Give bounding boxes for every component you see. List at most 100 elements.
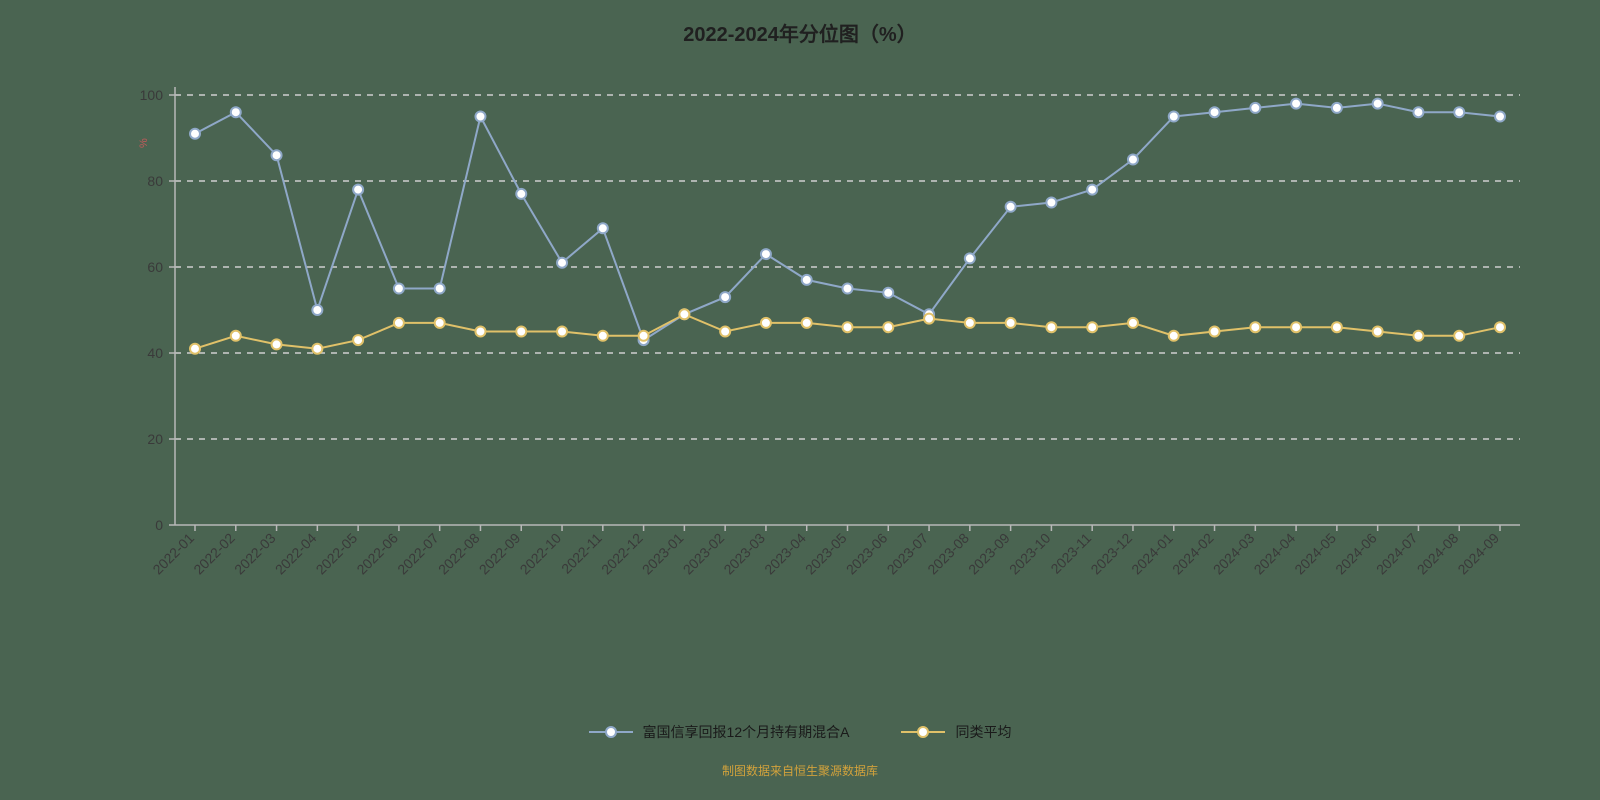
series-marker [883,322,893,332]
series-marker [353,335,363,345]
x-tick-label: 2024-02 [1169,530,1217,578]
series-marker [1087,185,1097,195]
series-marker [1495,112,1505,122]
series-marker [639,331,649,341]
series-marker [231,107,241,117]
series-marker [1332,322,1342,332]
series-marker [394,318,404,328]
x-tick-label: 2022-06 [353,530,401,578]
series-marker [1046,322,1056,332]
y-tick-label: 100 [140,87,164,103]
series-marker [1332,103,1342,113]
series-marker [1046,198,1056,208]
series-marker [761,249,771,259]
series-marker [516,189,526,199]
x-tick-label: 2024-08 [1414,530,1462,578]
x-tick-label: 2023-07 [884,530,932,578]
x-tick-label: 2022-08 [435,530,483,578]
series-marker [1210,107,1220,117]
series-marker [1128,155,1138,165]
series-marker [598,223,608,233]
legend-swatch-dot [917,726,929,738]
x-tick-label: 2022-03 [231,530,279,578]
x-tick-label: 2023-06 [843,530,891,578]
y-tick-label: 0 [155,517,163,533]
series-marker [1373,327,1383,337]
series-marker [394,284,404,294]
series-marker [272,150,282,160]
series-marker [353,185,363,195]
x-tick-label: 2022-07 [394,530,442,578]
series-marker [1087,322,1097,332]
x-tick-label: 2022-09 [476,530,524,578]
series-marker [965,318,975,328]
series-marker [965,253,975,263]
x-tick-label: 2023-02 [680,530,728,578]
x-tick-label: 2022-10 [517,530,565,578]
legend-swatch-dot [605,726,617,738]
series-marker [1291,99,1301,109]
series-marker [190,129,200,139]
x-tick-label: 2023-10 [1006,530,1054,578]
x-tick-label: 2024-01 [1128,530,1176,578]
chart-plot-area: 0204060801002022-012022-022022-032022-04… [100,75,1530,565]
series-marker [435,318,445,328]
series-marker [231,331,241,341]
x-tick-label: 2024-09 [1454,530,1502,578]
series-marker [272,339,282,349]
series-marker [557,327,567,337]
series-marker [1169,331,1179,341]
chart-container: 2022-2024年分位图（%） % 0204060801002022-0120… [0,0,1600,800]
series-marker [598,331,608,341]
series-marker [720,327,730,337]
series-marker [312,305,322,315]
x-tick-label: 2023-05 [802,530,850,578]
series-marker [190,344,200,354]
series-marker [475,327,485,337]
legend-swatch-line [589,731,633,733]
series-marker [475,112,485,122]
source-note: 制图数据来自恒生聚源数据库 [0,762,1600,779]
series-marker [1006,202,1016,212]
series-marker [924,314,934,324]
x-tick-label: 2023-08 [924,530,972,578]
series-marker [1454,331,1464,341]
legend-item: 富国信享回报12个月持有期混合A [589,722,850,742]
x-tick-label: 2023-03 [720,530,768,578]
x-tick-label: 2024-06 [1332,530,1380,578]
series-marker [312,344,322,354]
x-tick-label: 2022-11 [558,530,605,577]
y-tick-label: 80 [147,173,163,189]
legend-label: 同类平均 [955,722,1011,742]
x-tick-label: 2023-09 [965,530,1013,578]
x-tick-label: 2023-01 [639,530,687,578]
x-tick-label: 2022-02 [190,530,238,578]
series-marker [1169,112,1179,122]
series-marker [679,309,689,319]
series-marker [802,318,812,328]
series-marker [1373,99,1383,109]
series-marker [1250,322,1260,332]
series-marker [557,258,567,268]
y-tick-label: 40 [147,345,163,361]
chart-title: 2022-2024年分位图（%） [0,18,1600,47]
series-line [195,104,1500,341]
y-tick-label: 60 [147,259,163,275]
series-marker [883,288,893,298]
x-tick-label: 2022-05 [313,530,361,578]
series-marker [802,275,812,285]
chart-svg: 0204060801002022-012022-022022-032022-04… [100,75,1530,635]
x-tick-label: 2023-12 [1087,530,1135,578]
series-marker [1291,322,1301,332]
chart-legend: 富国信享回报12个月持有期混合A 同类平均 [0,720,1600,742]
series-marker [720,292,730,302]
x-tick-label: 2024-03 [1210,530,1258,578]
legend-label: 富国信享回报12个月持有期混合A [643,722,850,742]
series-marker [761,318,771,328]
series-marker [1495,322,1505,332]
series-marker [1413,107,1423,117]
series-marker [1128,318,1138,328]
legend-item: 同类平均 [901,722,1011,742]
series-marker [1250,103,1260,113]
legend-swatch-line [901,731,945,733]
